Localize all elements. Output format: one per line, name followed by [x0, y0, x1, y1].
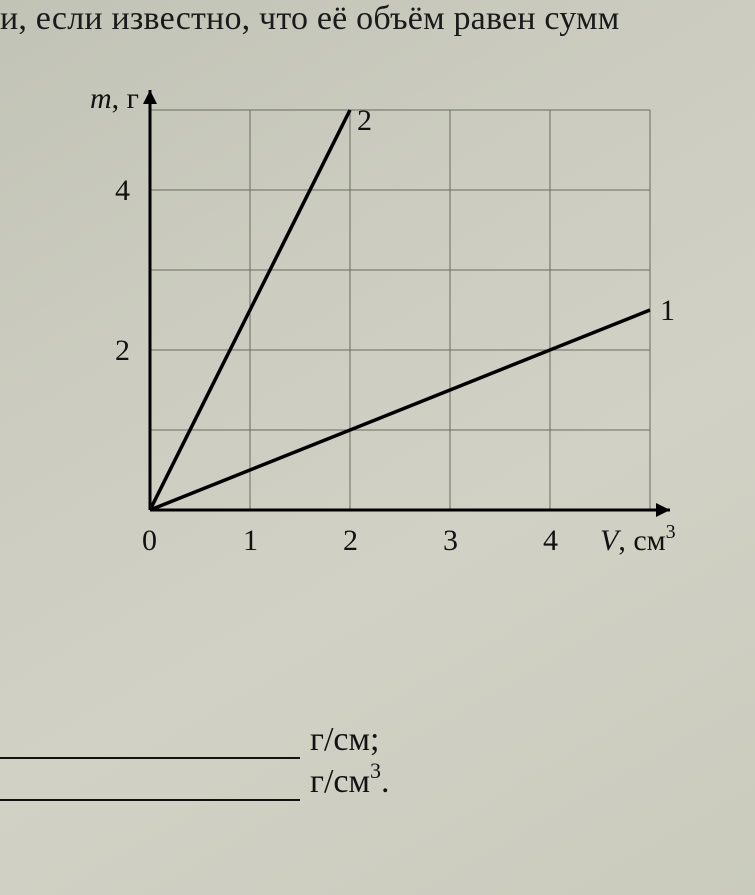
answer-row-1: г/см; [0, 721, 600, 759]
x-tick-2: 2 [343, 524, 358, 557]
unit-2: г/см3. [310, 763, 390, 801]
unit-2-base: г/см [310, 763, 370, 800]
x-axis-arrow-icon [656, 503, 670, 517]
mv-chart: 1 2 2 4 0 1 2 3 4 m, г V, см3 [60, 70, 680, 570]
x-tick-0: 0 [142, 524, 157, 557]
y-tick-2: 2 [115, 334, 130, 367]
series-1-line [150, 310, 650, 510]
chart-svg: 1 2 2 4 0 1 2 3 4 m, г V, см3 [60, 70, 680, 570]
answer-row-2: г/см3. [0, 763, 600, 801]
x-tick-3: 3 [443, 524, 458, 557]
blank-line-2[interactable] [0, 769, 300, 801]
series-1-label: 1 [660, 294, 675, 327]
unit-2-tail: . [381, 763, 390, 800]
y-axis-label: m, г [90, 82, 139, 115]
x-axis-label: V, см3 [600, 521, 676, 557]
question-text: и, если известно, что её объём равен сум… [0, 0, 755, 38]
page: и, если известно, что её объём равен сум… [0, 0, 755, 895]
blank-line-1[interactable] [0, 727, 300, 759]
unit-1: г/см; [310, 721, 379, 759]
y-tick-4: 4 [115, 174, 130, 207]
x-tick-1: 1 [243, 524, 258, 557]
answer-block: г/см; г/см3. [0, 717, 600, 805]
x-tick-4: 4 [543, 524, 558, 557]
y-axis-arrow-icon [143, 90, 157, 104]
unit-2-sup: 3 [370, 758, 381, 783]
series-2-label: 2 [357, 104, 372, 137]
